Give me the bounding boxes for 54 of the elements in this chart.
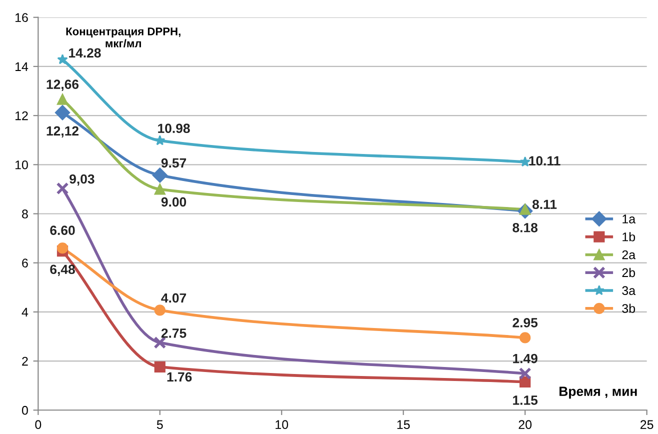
y-tick-label: 4	[22, 308, 28, 316]
y-tick-label: 14	[15, 62, 28, 71]
point	[152, 168, 168, 183]
data-label: 9.00	[161, 197, 186, 207]
x-axis-title: Время , мин	[560, 386, 637, 399]
y-axis-title: Концентрация DPPH, мкг/мл	[66, 28, 180, 48]
y-tick-label: 2	[22, 356, 28, 366]
data-label: 4.07	[161, 293, 186, 303]
data-label: 2.95	[512, 318, 538, 328]
point	[154, 184, 166, 195]
x-tick-label: 5	[156, 420, 163, 430]
x-tick-label: 10	[276, 420, 288, 430]
data-label: 10.98	[158, 124, 190, 134]
point	[154, 361, 166, 372]
data-label: 8.11	[532, 200, 557, 210]
point	[154, 336, 166, 349]
data-label: 2.75	[161, 328, 186, 338]
point	[57, 54, 68, 64]
legend-label: 3a	[622, 286, 636, 296]
data-label: 14.28	[69, 48, 101, 58]
legend-label: 1b	[622, 232, 636, 242]
data-label: 1.76	[167, 372, 192, 382]
data-label: 9,03	[70, 174, 94, 186]
point	[154, 135, 166, 146]
x-tick-label: 25	[640, 420, 654, 430]
legend-label: 1a	[622, 214, 636, 224]
point	[56, 182, 69, 195]
point	[56, 242, 68, 254]
legend-label: 3b	[622, 304, 636, 313]
x-tick-label: 0	[35, 420, 42, 430]
y-tick-label: 6	[22, 258, 28, 268]
data-label: 12,66	[46, 80, 79, 91]
data-label: 12,12	[46, 126, 78, 138]
y-tick-label: 8	[22, 210, 28, 218]
data-label: 6,48	[50, 264, 75, 276]
y-tick-label: 10	[15, 160, 28, 170]
x-tick-label: 15	[397, 420, 410, 430]
legend-label: 2b	[622, 268, 636, 278]
point	[56, 94, 68, 105]
point	[54, 105, 70, 120]
legend-label: 2a	[622, 250, 636, 260]
data-label: 9.57	[161, 158, 186, 168]
y-tick-label: 12	[15, 111, 28, 120]
x-tick-label: 20	[518, 420, 532, 430]
data-label: 6.60	[50, 226, 75, 235]
point	[154, 304, 166, 316]
data-label: 10.11	[529, 156, 560, 166]
data-label: 1.15	[513, 396, 538, 405]
y-tick-label: 0	[22, 406, 28, 415]
point	[520, 332, 531, 344]
data-label: 1.49	[513, 354, 538, 364]
data-label: 8.18	[512, 222, 538, 232]
point	[518, 367, 532, 380]
y-tick-label: 16	[15, 13, 28, 22]
